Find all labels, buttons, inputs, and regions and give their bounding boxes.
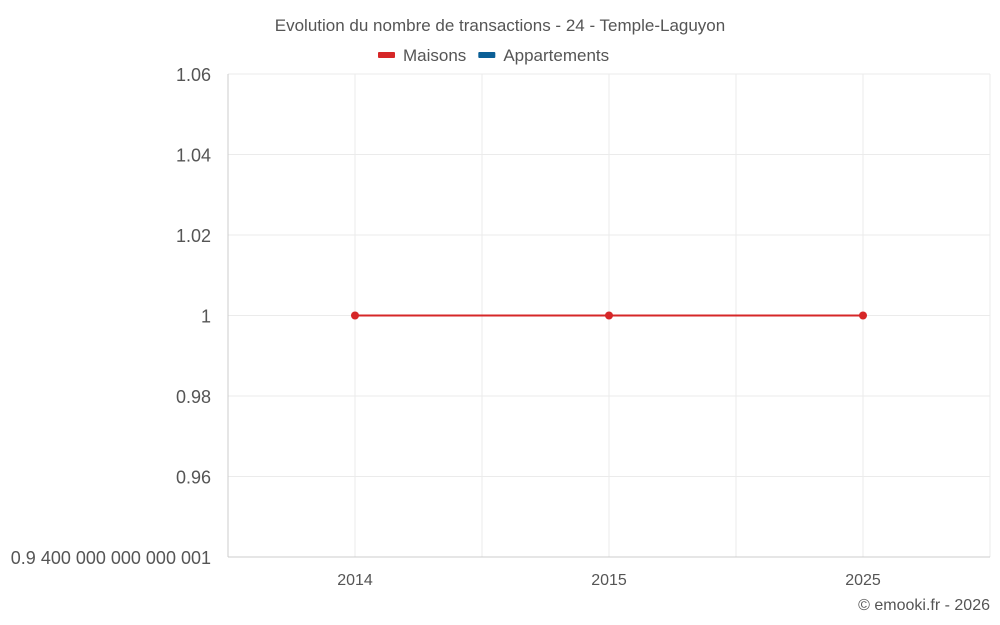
legend-label: Appartements — [503, 46, 609, 65]
x-tick-label: 2014 — [337, 572, 373, 589]
y-tick-label: 1.06 — [176, 65, 211, 85]
legend-item-maisons[interactable]: Maisons — [378, 46, 466, 65]
legend-swatch — [478, 52, 496, 58]
series-layer — [351, 311, 867, 320]
legend: Maisons Appartements — [378, 46, 609, 65]
y-axis-tick-labels: 0.9 400 000 000 000 001 0.96 0.98 1 1.02 1.04… — [11, 65, 211, 568]
axes — [227, 74, 990, 558]
legend-item-appartements[interactable]: Appartements — [478, 46, 609, 65]
legend-label: Maisons — [403, 46, 466, 65]
data-point-maisons[interactable] — [605, 311, 613, 320]
legend-swatch — [378, 52, 395, 58]
chart-title: Evolution du nombre de transactions - 24… — [275, 16, 725, 35]
credit-text: © emooki.fr - 2026 — [858, 597, 990, 614]
y-tick-label: 1.02 — [176, 226, 211, 246]
data-point-maisons[interactable] — [859, 311, 867, 320]
y-tick-label: 1.04 — [176, 146, 211, 166]
y-tick-label: 1 — [201, 307, 211, 327]
y-tick-label: 0.96 — [176, 468, 211, 488]
series-maisons — [351, 311, 867, 320]
y-tick-label: 0.98 — [176, 387, 211, 407]
x-tick-label: 2025 — [845, 572, 881, 589]
x-axis-tick-labels: 2014 2015 2025 — [337, 572, 881, 589]
data-point-maisons[interactable] — [351, 311, 359, 320]
x-tick-label: 2015 — [591, 572, 627, 589]
y-tick-label: 0.9 400 000 000 000 001 — [11, 548, 211, 568]
